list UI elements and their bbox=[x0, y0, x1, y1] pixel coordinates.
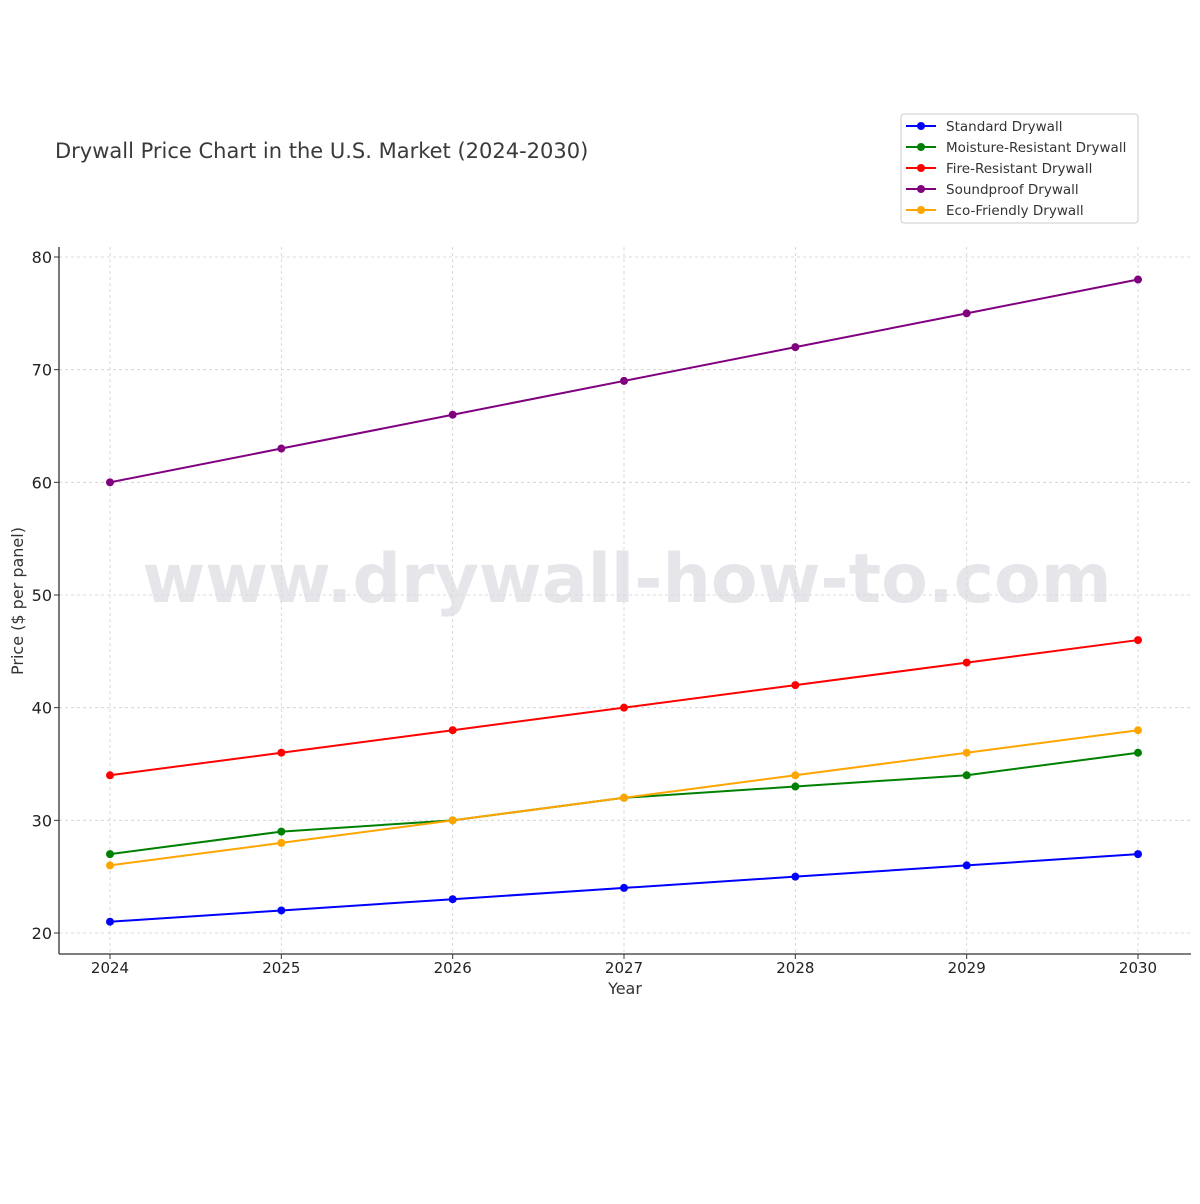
data-point bbox=[620, 376, 628, 385]
data-point bbox=[106, 917, 114, 926]
x-tick-label: 2029 bbox=[948, 959, 986, 977]
data-point bbox=[962, 861, 971, 870]
data-point bbox=[791, 872, 800, 881]
x-tick-label: 2024 bbox=[91, 959, 129, 977]
legend: Standard Drywall Moisture-Resistant Drywa… bbox=[900, 113, 1139, 224]
axes: 2024 2025 2026 2027 2028 2029 2030203040506070… bbox=[32, 247, 1191, 977]
x-axis-label: Year bbox=[607, 979, 642, 998]
y-tick-label: 40 bbox=[32, 699, 52, 718]
x-tick-label: 2028 bbox=[776, 959, 814, 977]
legend-item: Soundproof Drywall bbox=[906, 182, 1079, 198]
series-fire-resistant-drywall bbox=[106, 636, 1142, 780]
data-point bbox=[277, 906, 286, 915]
legend-item: Moisture-Resistant Drywall bbox=[906, 140, 1126, 156]
series-eco-friendly-drywall bbox=[106, 726, 1142, 870]
y-tick-label: 60 bbox=[32, 473, 52, 492]
legend-label: Soundproof Drywall bbox=[946, 182, 1079, 198]
data-point bbox=[448, 410, 457, 419]
legend-label: Fire-Resistant Drywall bbox=[946, 161, 1092, 177]
data-point bbox=[106, 771, 114, 780]
y-tick-label: 80 bbox=[32, 248, 52, 267]
y-tick-label: 50 bbox=[32, 586, 52, 605]
data-point bbox=[962, 658, 971, 667]
legend-label: Eco-Friendly Drywall bbox=[946, 203, 1084, 219]
legend-label: Moisture-Resistant Drywall bbox=[946, 140, 1126, 156]
x-tick-label: 2030 bbox=[1119, 959, 1157, 977]
y-tick-label: 30 bbox=[32, 811, 52, 830]
data-point bbox=[791, 681, 800, 690]
data-point bbox=[962, 309, 971, 318]
y-axis-label: Price ($ per panel) bbox=[8, 527, 27, 675]
x-tick-label: 2027 bbox=[605, 959, 643, 977]
data-point bbox=[791, 771, 800, 780]
legend-marker-icon bbox=[917, 164, 925, 172]
data-point bbox=[1134, 275, 1142, 284]
data-point bbox=[791, 782, 800, 791]
data-point bbox=[620, 883, 628, 892]
data-point bbox=[1134, 726, 1142, 735]
legend-marker-icon bbox=[917, 122, 925, 130]
watermark: www.drywall-how-to.com bbox=[142, 540, 1111, 619]
data-point bbox=[962, 748, 971, 757]
series-layer bbox=[106, 275, 1142, 926]
chart-title: Drywall Price Chart in the U.S. Market (… bbox=[55, 139, 588, 163]
data-point bbox=[106, 861, 114, 870]
legend-item: Standard Drywall bbox=[906, 119, 1062, 135]
data-point bbox=[620, 703, 628, 712]
legend-item: Fire-Resistant Drywall bbox=[906, 161, 1092, 177]
data-point bbox=[448, 726, 457, 735]
legend-marker-icon bbox=[917, 185, 925, 193]
data-point bbox=[1134, 636, 1142, 645]
data-point bbox=[1134, 850, 1142, 859]
data-point bbox=[106, 478, 114, 487]
legend-item: Eco-Friendly Drywall bbox=[906, 203, 1084, 219]
data-point bbox=[1134, 748, 1142, 757]
grid bbox=[59, 247, 1191, 954]
legend-marker-icon bbox=[917, 206, 925, 214]
data-point bbox=[620, 793, 628, 802]
data-point bbox=[277, 444, 286, 453]
data-point bbox=[106, 850, 114, 859]
legend-marker-icon bbox=[917, 143, 925, 151]
data-point bbox=[791, 343, 800, 352]
series-standard-drywall bbox=[106, 850, 1142, 926]
data-point bbox=[277, 838, 286, 847]
y-tick-label: 20 bbox=[32, 924, 52, 943]
series-soundproof-drywall bbox=[106, 275, 1142, 487]
y-tick-label: 70 bbox=[32, 361, 52, 380]
data-point bbox=[448, 895, 457, 904]
x-tick-label: 2026 bbox=[434, 959, 472, 977]
data-point bbox=[277, 748, 286, 757]
legend-label: Standard Drywall bbox=[946, 119, 1062, 135]
x-tick-label: 2025 bbox=[262, 959, 300, 977]
data-point bbox=[962, 771, 971, 780]
data-point bbox=[277, 827, 286, 836]
legend-frame bbox=[900, 113, 1139, 224]
data-point bbox=[448, 816, 457, 825]
